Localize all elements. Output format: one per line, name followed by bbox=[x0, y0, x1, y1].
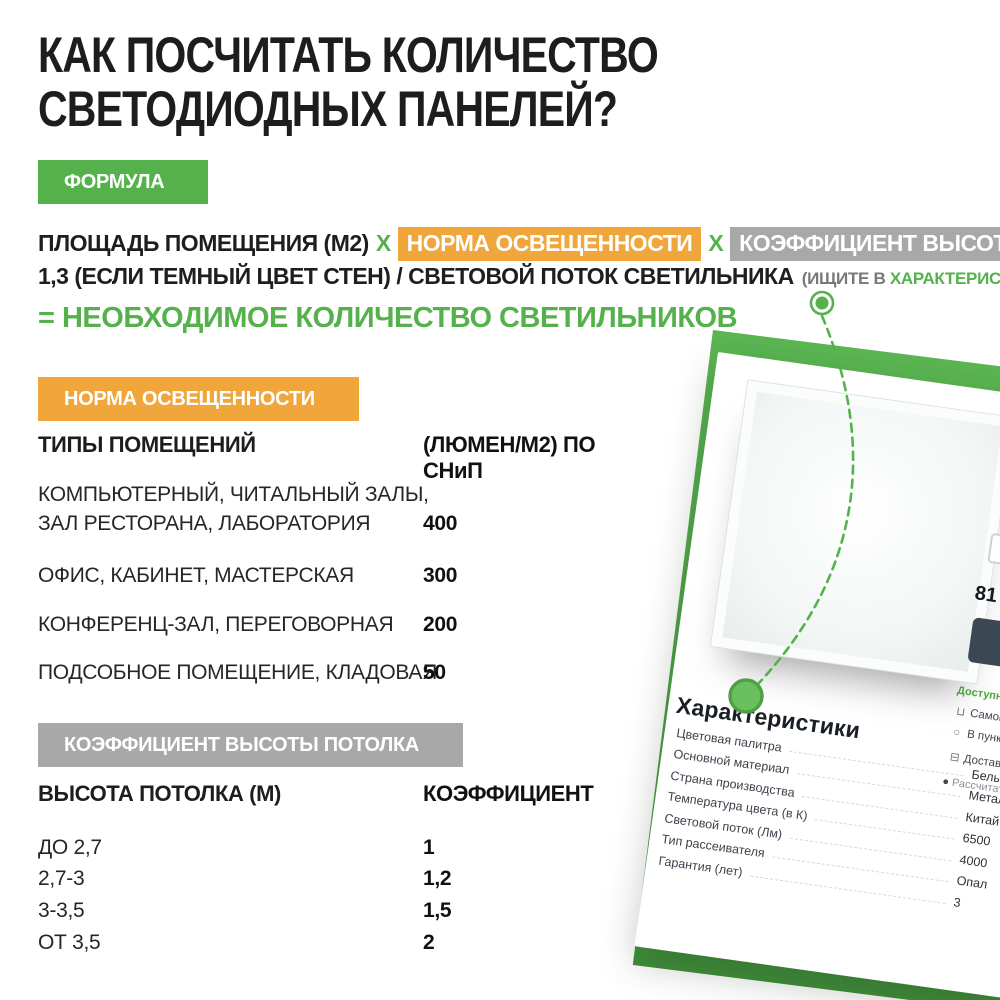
formula-flux-term: 1,3 (ЕСЛИ ТЕМНЫЙ ЦВЕТ СТЕН) / СВЕТОВОЙ П… bbox=[38, 263, 794, 289]
coeff-table-header: ВЫСОТА ПОТОЛКА (М) КОЭФФИЦИЕНТ bbox=[38, 781, 658, 807]
row-value: 200 bbox=[423, 613, 458, 636]
coeff-col-height: ВЫСОТА ПОТОЛКА (М) bbox=[38, 781, 281, 806]
table-row: 2,7-3 1,2 bbox=[38, 864, 658, 893]
connector-dot-top-core bbox=[815, 296, 829, 310]
multiply-sign: X bbox=[708, 230, 724, 256]
led-panel-image bbox=[711, 380, 1000, 684]
row-value: 1 bbox=[423, 836, 435, 859]
norm-col-rooms: ТИПЫ ПОМЕЩЕНИЙ bbox=[38, 432, 256, 457]
formula-line2: 1,3 (ЕСЛИ ТЕМНЫЙ ЦВЕТ СТЕН) / СВЕТОВОЙ П… bbox=[38, 263, 1000, 290]
multiply-sign: X bbox=[375, 230, 391, 256]
row-value: 1,2 bbox=[423, 867, 452, 890]
table-row: ОФИС, КАБИНЕТ, МАСТЕРСКАЯ 300 bbox=[38, 561, 658, 590]
row-value: 300 bbox=[423, 564, 458, 587]
delivery-option: ○В пункт выдачи bbox=[952, 726, 1000, 752]
row-value: 50 bbox=[423, 661, 446, 684]
coeff-badge: КОЭФФИЦИЕНТ ВЫСОТЫ ПОТОЛКА bbox=[38, 723, 463, 767]
norm-badge: НОРМА ОСВЕЩЕННОСТИ bbox=[38, 377, 359, 421]
price: 81 bbox=[973, 582, 999, 608]
formula-chip-coeff: КОЭФФИЦИЕНТ ВЫСОТЫ ПОТОЛКА bbox=[730, 227, 1000, 261]
formula-badge: ФОРМУЛА bbox=[38, 160, 209, 204]
formula-chip-norm: НОРМА ОСВЕЩЕННОСТИ bbox=[397, 227, 702, 261]
row-value: 400 bbox=[423, 512, 458, 535]
row-value: 2 bbox=[423, 931, 435, 954]
table-row: ПОДСОБНОЕ ПОМЕЩЕНИЕ, КЛАДОВАЯ 50 bbox=[38, 658, 658, 687]
product-card: 81 Доступные способы ⊔Самовывоз ○В пункт… bbox=[634, 352, 1000, 1000]
coeff-col-k: КОЭФФИЦИЕНТ bbox=[423, 781, 594, 806]
page-title-line1: КАК ПОСЧИТАТЬ КОЛИЧЕСТВО bbox=[38, 27, 659, 83]
formula-note: (ИЩИТЕ В ХАРАКТЕРИСТИКАХ ТОВАРА) bbox=[802, 269, 1000, 288]
row-value: 1,5 bbox=[423, 899, 452, 922]
table-row: ОТ 3,5 2 bbox=[38, 928, 658, 957]
table-row: КОНФЕРЕНЦ-ЗАЛ, ПЕРЕГОВОРНАЯ 200 bbox=[38, 610, 658, 639]
norm-table-header: ТИПЫ ПОМЕЩЕНИЙ (ЛЮМЕН/М2) ПО СНиП bbox=[38, 432, 658, 483]
delivery-option: ⊔ Самовывоз bbox=[955, 705, 1000, 729]
formula-area-term: ПЛОЩАДЬ ПОМЕЩЕНИЯ (М2) bbox=[38, 230, 369, 256]
characteristics-link-word: ХАРАКТЕРИСТИКАХ bbox=[889, 269, 1000, 288]
table-row: КОМПЬЮТЕРНЫЙ, ЧИТАЛЬНЫЙ ЗАЛЫ, ЗАЛ РЕСТОР… bbox=[38, 480, 658, 538]
formula-line1: ПЛОЩАДЬ ПОМЕЩЕНИЯ (М2) X НОРМА ОСВЕЩЕННОСТ… bbox=[38, 227, 1000, 261]
page-title-line2: СВЕТОДИОДНЫХ ПАНЕЛЕЙ? bbox=[38, 81, 618, 137]
table-row: ДО 2,7 1 bbox=[38, 833, 658, 862]
specs-list: Цветовая палитра Белый Основной материал М… bbox=[658, 718, 1000, 916]
formula-result: = НЕОБХОДИМОЕ КОЛИЧЕСТВО СВЕТИЛЬНИКОВ bbox=[38, 302, 738, 334]
connector-dot-top bbox=[809, 290, 835, 316]
table-row: 3-3,5 1,5 bbox=[38, 896, 658, 925]
norm-col-lumen: (ЛЮМЕН/М2) ПО СНиП bbox=[423, 432, 596, 483]
